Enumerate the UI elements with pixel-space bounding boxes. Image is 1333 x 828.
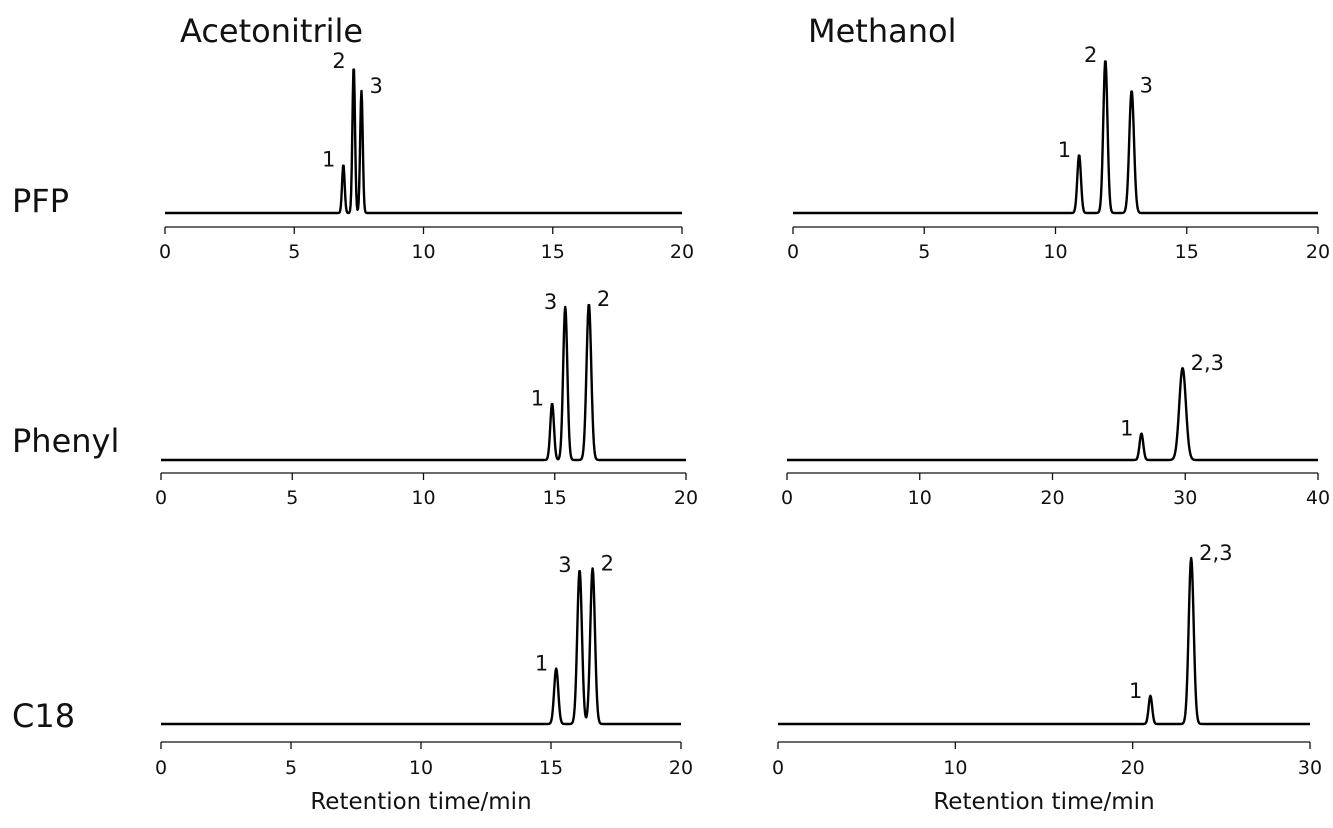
- panel-pfp-acetonitrile: 0 5 10 15 20 1 23: [159, 49, 694, 263]
- tick-label-phenyl-acetonitrile-5: 5: [286, 487, 298, 509]
- peak-label-c18-methanol-1: 2,3: [1199, 541, 1232, 565]
- tick-label-c18-methanol-10: 10: [943, 757, 967, 779]
- tick-label-phenyl-methanol-20: 20: [1040, 487, 1064, 509]
- trace-c18-methanol: [777, 556, 1311, 726]
- acetonitrile-title: Acetonitrile: [180, 12, 363, 50]
- tick-label-phenyl-methanol-40: 40: [1306, 487, 1330, 509]
- peak-label-c18-methanol-0: 1: [1129, 679, 1142, 703]
- tick-label-pfp-methanol-0: 0: [787, 241, 799, 263]
- tick-label-phenyl-methanol-30: 30: [1173, 487, 1197, 509]
- methanol-title: Methanol: [808, 12, 956, 50]
- peak-label-phenyl-methanol-0: 1: [1120, 417, 1133, 441]
- trace-phenyl-acetonitrile: [160, 303, 687, 462]
- tick-label-c18-acetonitrile-0: 0: [155, 757, 167, 779]
- tick-label-pfp-acetonitrile-5: 5: [288, 241, 300, 263]
- peak-label-phenyl-acetonitrile-0: 1: [531, 386, 544, 410]
- peak-label-phenyl-acetonitrile-2: 2: [597, 287, 610, 311]
- trace-pfp-acetonitrile: [164, 68, 683, 215]
- row-label-pfp: PFP: [12, 182, 69, 220]
- tick-label-pfp-methanol-20: 20: [1306, 241, 1330, 263]
- tick-label-phenyl-acetonitrile-15: 15: [543, 487, 567, 509]
- tick-label-c18-methanol-0: 0: [772, 757, 784, 779]
- trace-phenyl-methanol: [786, 367, 1319, 462]
- trace-c18-acetonitrile: [160, 567, 682, 726]
- tick-label-c18-acetonitrile-15: 15: [539, 757, 563, 779]
- row-label-phenyl: Phenyl: [12, 422, 119, 460]
- peak-label-c18-acetonitrile-2: 2: [601, 551, 614, 575]
- tick-label-phenyl-methanol-0: 0: [781, 487, 793, 509]
- panel-phenyl-methanol: 0 10 20 30 40 1 2,3: [781, 351, 1330, 509]
- peak-label-pfp-methanol-2: 3: [1140, 74, 1153, 98]
- tick-label-phenyl-acetonitrile-10: 10: [411, 487, 435, 509]
- tick-label-pfp-acetonitrile-10: 10: [411, 241, 435, 263]
- peak-label-pfp-acetonitrile-2: 3: [369, 74, 382, 98]
- peak-label-pfp-acetonitrile-0: 1: [322, 147, 335, 171]
- tick-label-c18-methanol-30: 30: [1298, 757, 1322, 779]
- tick-label-phenyl-methanol-10: 10: [908, 487, 932, 509]
- tick-label-pfp-methanol-15: 15: [1175, 241, 1199, 263]
- tick-label-pfp-methanol-5: 5: [918, 241, 930, 263]
- trace-pfp-methanol: [792, 60, 1319, 215]
- tick-label-c18-acetonitrile-10: 10: [409, 757, 433, 779]
- panel-phenyl-acetonitrile: 0 5 10 15 20 1 3 2: [155, 287, 698, 509]
- tick-label-c18-acetonitrile-20: 20: [669, 757, 693, 779]
- peak-label-pfp-acetonitrile-1: 2: [332, 49, 345, 73]
- tick-label-pfp-acetonitrile-0: 0: [159, 241, 171, 263]
- row-label-c18: C18: [12, 697, 75, 735]
- x-axis-title-c18-methanol: Retention time/min: [933, 789, 1154, 815]
- panel-c18-methanol: 0 10 20 30 1 2,3 Retention time/min: [772, 541, 1322, 815]
- peak-label-phenyl-methanol-1: 2,3: [1191, 351, 1224, 375]
- peak-label-pfp-methanol-1: 2: [1084, 43, 1097, 67]
- tick-label-c18-acetonitrile-5: 5: [285, 757, 297, 779]
- tick-label-phenyl-acetonitrile-20: 20: [674, 487, 698, 509]
- tick-label-phenyl-acetonitrile-0: 0: [155, 487, 167, 509]
- x-axis-title-c18-acetonitrile: Retention time/min: [310, 789, 531, 815]
- peak-label-pfp-methanol-0: 1: [1058, 138, 1071, 162]
- tick-label-pfp-methanol-10: 10: [1043, 241, 1067, 263]
- tick-label-pfp-acetonitrile-20: 20: [670, 241, 694, 263]
- tick-label-pfp-acetonitrile-15: 15: [541, 241, 565, 263]
- panel-pfp-methanol: 0 5 10 15 20 1 2 3: [787, 43, 1330, 263]
- peak-label-c18-acetonitrile-1: 3: [558, 553, 571, 577]
- tick-label-c18-methanol-20: 20: [1121, 757, 1145, 779]
- peak-label-c18-acetonitrile-0: 1: [535, 652, 548, 676]
- peak-label-phenyl-acetonitrile-1: 3: [544, 290, 557, 314]
- panel-c18-acetonitrile: 0 5 10 15 20 1 3 2 Retention time/min: [155, 551, 693, 815]
